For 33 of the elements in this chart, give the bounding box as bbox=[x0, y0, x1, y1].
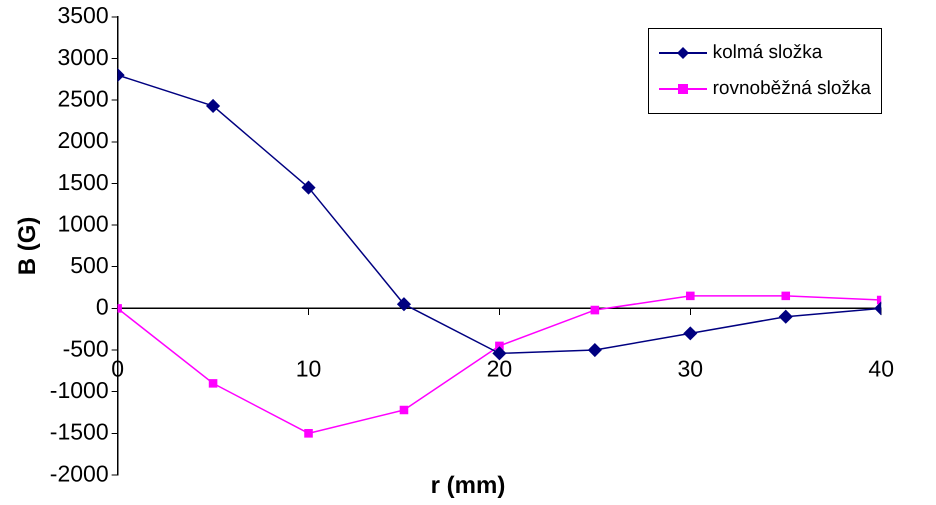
x-tick-label: 30 bbox=[678, 356, 704, 382]
point bbox=[684, 326, 698, 340]
y-tick-label: 2500 bbox=[57, 85, 109, 112]
y-tick-label: -1000 bbox=[50, 377, 109, 404]
legend-label: kolmá složka bbox=[712, 42, 822, 64]
y-tick-label: 3500 bbox=[57, 2, 109, 28]
y-tick-label: 3000 bbox=[57, 44, 109, 70]
point bbox=[208, 379, 218, 388]
point bbox=[400, 406, 408, 414]
y-axis-title: B (G) bbox=[14, 216, 42, 276]
x-tick-label: 40 bbox=[868, 356, 894, 382]
y-tick-label: 500 bbox=[70, 252, 109, 278]
point bbox=[302, 180, 316, 194]
legend-label: rovnoběžná složka bbox=[712, 78, 871, 100]
y-tick-label: 2000 bbox=[57, 127, 109, 154]
point bbox=[492, 346, 506, 360]
point bbox=[590, 306, 600, 314]
x-tick-label: 20 bbox=[486, 356, 512, 382]
y-tick-label: 1000 bbox=[57, 210, 109, 236]
point bbox=[206, 99, 220, 113]
point bbox=[779, 310, 793, 324]
point bbox=[686, 292, 695, 300]
x-tick-label: 10 bbox=[296, 356, 322, 382]
point bbox=[781, 292, 790, 300]
y-tick-label: 1500 bbox=[57, 168, 109, 195]
y-tick-label: -500 bbox=[62, 335, 109, 362]
point bbox=[397, 297, 411, 311]
x-axis-title: r (mm) bbox=[430, 472, 506, 499]
point bbox=[304, 429, 313, 438]
y-tick-label: 0 bbox=[96, 294, 109, 320]
point bbox=[588, 343, 602, 357]
y-tick-label: -2000 bbox=[50, 460, 109, 486]
y-tick-label: -1500 bbox=[50, 418, 109, 445]
